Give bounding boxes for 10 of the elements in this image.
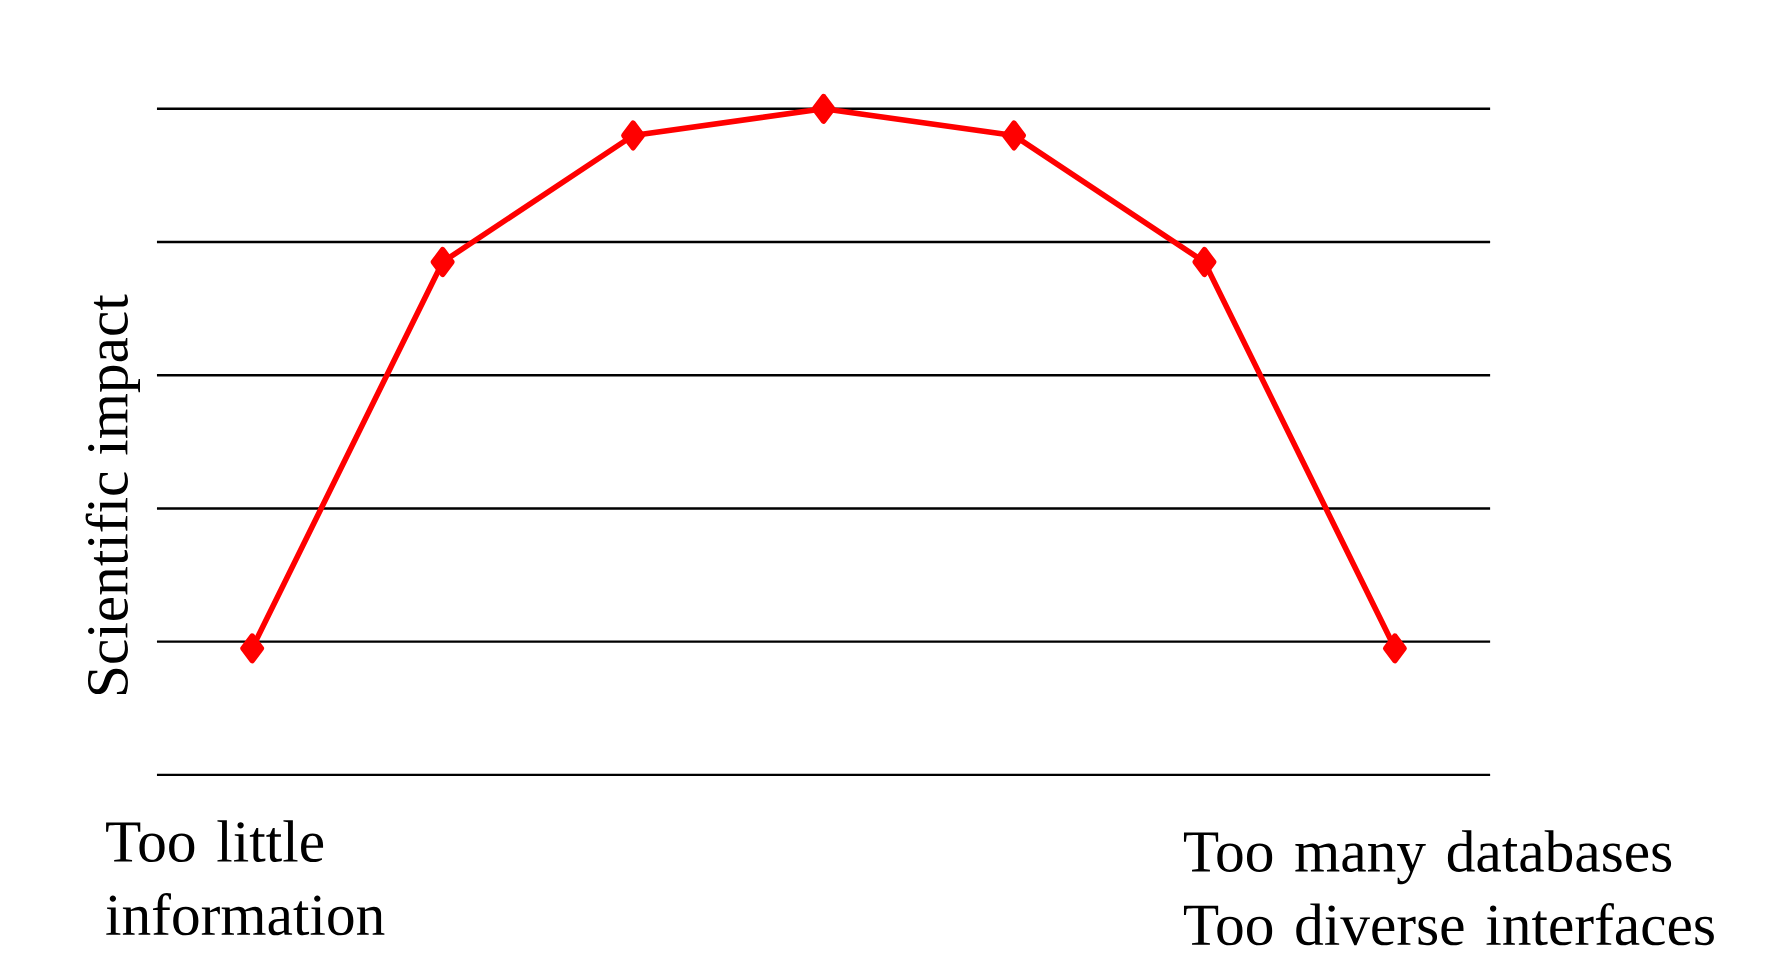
point (1192, 247, 1217, 278)
point (430, 247, 455, 278)
point (1382, 633, 1407, 664)
text: Too little information (106, 820, 385, 936)
point (240, 633, 265, 664)
y-axis-title: Scientific impact (85, 294, 140, 695)
point (1002, 120, 1026, 151)
text: Too many databases Too diverse interfaces (1183, 830, 1714, 946)
point (621, 120, 646, 151)
point (811, 94, 836, 125)
